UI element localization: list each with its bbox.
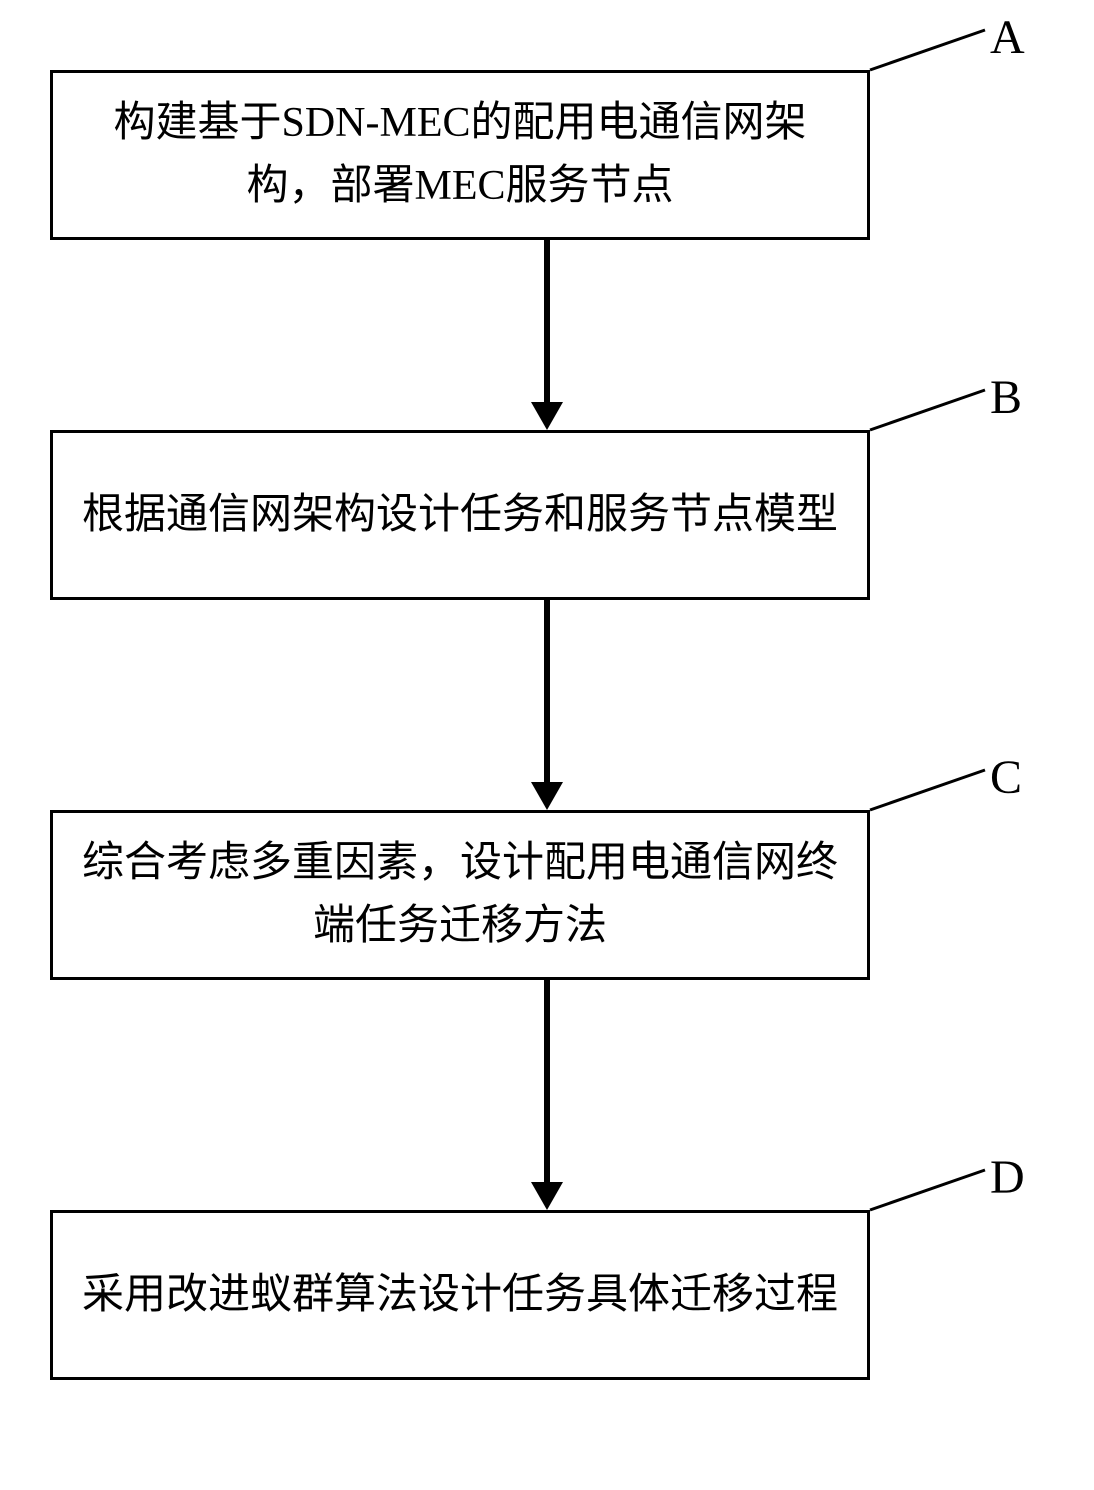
node-c: 综合考虑多重因素，设计配用电通信网终端任务迁移方法 — [50, 810, 870, 980]
node-c-text: 综合考虑多重因素，设计配用电通信网终端任务迁移方法 — [73, 832, 847, 958]
label-b: B — [990, 370, 1022, 425]
node-b: 根据通信网架构设计任务和服务节点模型 — [50, 430, 870, 600]
label-a: A — [990, 10, 1025, 65]
label-d: D — [990, 1150, 1025, 1205]
node-a: 构建基于SDN-MEC的配用电通信网架构，部署MEC服务节点 — [50, 70, 870, 240]
arrow-b-c — [0, 600, 1094, 810]
label-c: C — [990, 750, 1022, 805]
arrow-c-d — [0, 980, 1094, 1210]
node-a-text: 构建基于SDN-MEC的配用电通信网架构，部署MEC服务节点 — [73, 92, 847, 218]
node-d: 采用改进蚁群算法设计任务具体迁移过程 — [50, 1210, 870, 1380]
arrow-a-b — [0, 240, 1094, 430]
flowchart-container: 构建基于SDN-MEC的配用电通信网架构，部署MEC服务节点 A 根据通信网架构… — [0, 0, 1094, 1490]
node-d-text: 采用改进蚁群算法设计任务具体迁移过程 — [82, 1264, 838, 1327]
node-b-text: 根据通信网架构设计任务和服务节点模型 — [82, 484, 838, 547]
